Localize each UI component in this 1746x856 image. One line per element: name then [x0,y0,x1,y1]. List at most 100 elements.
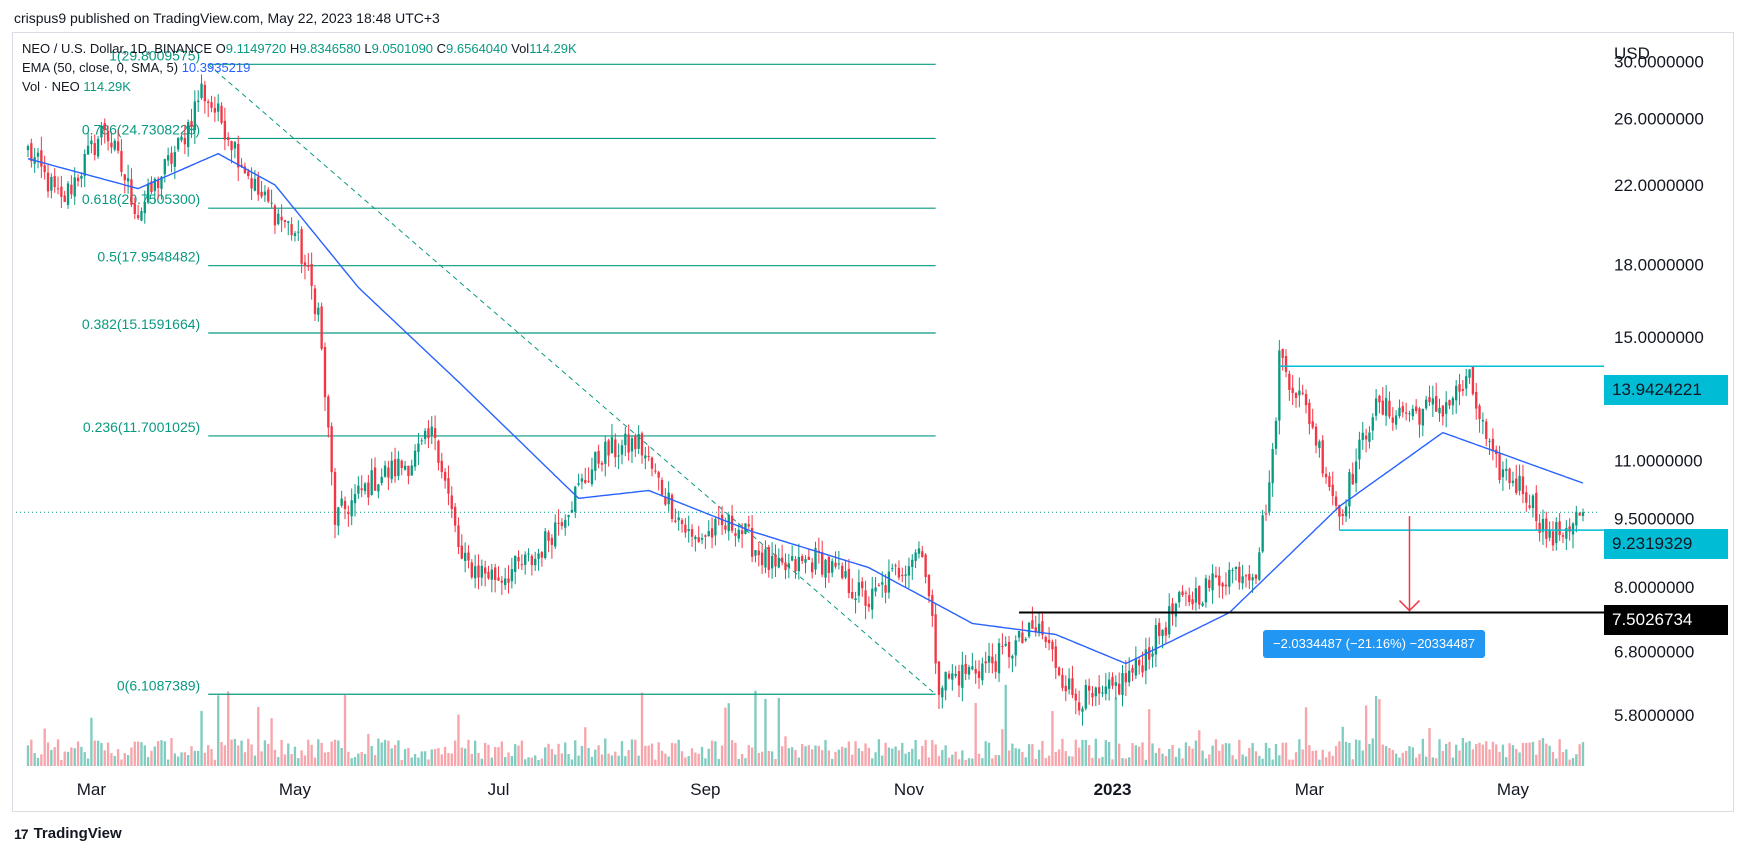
candle-body [824,559,827,578]
candle-body [1388,400,1391,417]
candle-body [754,550,757,556]
volume-bar [1344,741,1348,766]
candle-body [957,671,961,686]
candle-body [674,520,677,522]
candle-body [1468,369,1471,378]
volume-bar [500,741,504,766]
candle-body [460,545,463,559]
volume-bar [891,748,894,766]
volume-bar [1184,742,1188,766]
candle-body [1044,636,1047,643]
candle-body [544,531,547,559]
volume-bar [847,741,851,766]
tradingview-brand[interactable]: 17 TradingView [14,825,122,842]
candle-body [277,213,280,224]
volume-bar [800,743,804,766]
candle-body [1531,495,1535,509]
volume-bar [1084,739,1087,766]
candle-body [1204,578,1208,603]
y-tick-label: 18.0000000 [1614,256,1704,275]
candle-body [767,546,770,570]
volume-bar [63,751,66,766]
candle-body [320,306,323,349]
candle-body [170,152,173,164]
volume-bar [941,750,944,766]
volume-bar [667,756,670,766]
candle-body [133,203,136,214]
volume-bar [1171,744,1174,766]
candle-body [1057,667,1061,676]
candle-body [654,470,657,472]
volume-bar [130,747,133,766]
volume-bar [1578,744,1581,766]
candle-body [243,166,247,174]
candle-body [1007,641,1011,658]
volume-bar [40,754,43,766]
volume-bar [1231,755,1234,766]
volume-bar [921,745,924,766]
volume-bar [560,753,564,766]
volume-bar [1298,739,1301,766]
volume-bar [343,695,347,766]
volume-bar [1001,729,1004,766]
volume-bar [740,754,744,766]
volume-bar [497,747,500,766]
candle-body [670,494,674,520]
volume-bar [1181,758,1184,766]
candle-body [1281,349,1284,358]
candle-body [584,480,587,483]
candle-body [911,559,914,568]
tradingview-logo-icon: 17 [14,825,29,842]
volume-bar [1061,738,1064,766]
candle-body [1488,440,1491,442]
volume-bar [1411,747,1414,766]
volume-bar [1134,745,1138,766]
candle-body [307,265,310,267]
volume-bar [1515,748,1518,766]
volume-bar [36,757,40,766]
candle-body [337,507,340,526]
candle-body [1074,693,1077,701]
candle-body [557,522,560,524]
candle-body [690,529,694,537]
candle-body [1101,692,1104,694]
measure-arrow-head [1398,600,1421,612]
candle-body [1461,389,1465,391]
volume-bar [257,707,260,766]
candle-body [450,495,453,509]
volume-bar [420,751,423,766]
candle-body [153,178,156,192]
volume-bar [777,697,780,766]
candle-body [26,146,30,151]
candle-body [1341,514,1344,517]
volume-bar [166,759,170,766]
volume-bar [180,752,183,766]
candle-body [240,164,243,167]
volume-bar [417,757,420,766]
candle-body [1551,531,1555,546]
volume-bar [1191,748,1194,766]
candle-body [50,176,53,191]
candle-body [657,472,660,478]
candle-body [146,183,150,203]
candle-body [1528,505,1531,508]
volume-bar [190,746,193,766]
volume-bar [510,756,514,766]
volume-bar [387,740,390,766]
volume-bar [250,744,253,766]
volume-bar [1011,743,1014,766]
volume-bar [1291,759,1294,766]
candle-body [1271,449,1274,484]
volume-bar [1264,742,1268,766]
volume-bar [1091,757,1094,766]
volume-bar [1548,745,1551,766]
candle-body [547,532,550,541]
volume-bar [1575,754,1578,766]
volume-bar [670,742,674,766]
price-range-measure-label[interactable]: −2.0334487 (−21.16%) −20334487 [1263,630,1486,658]
volume-bar [237,745,240,766]
volume-bar [220,742,223,766]
volume-bar [1485,741,1488,766]
volume-bar [1114,697,1118,766]
